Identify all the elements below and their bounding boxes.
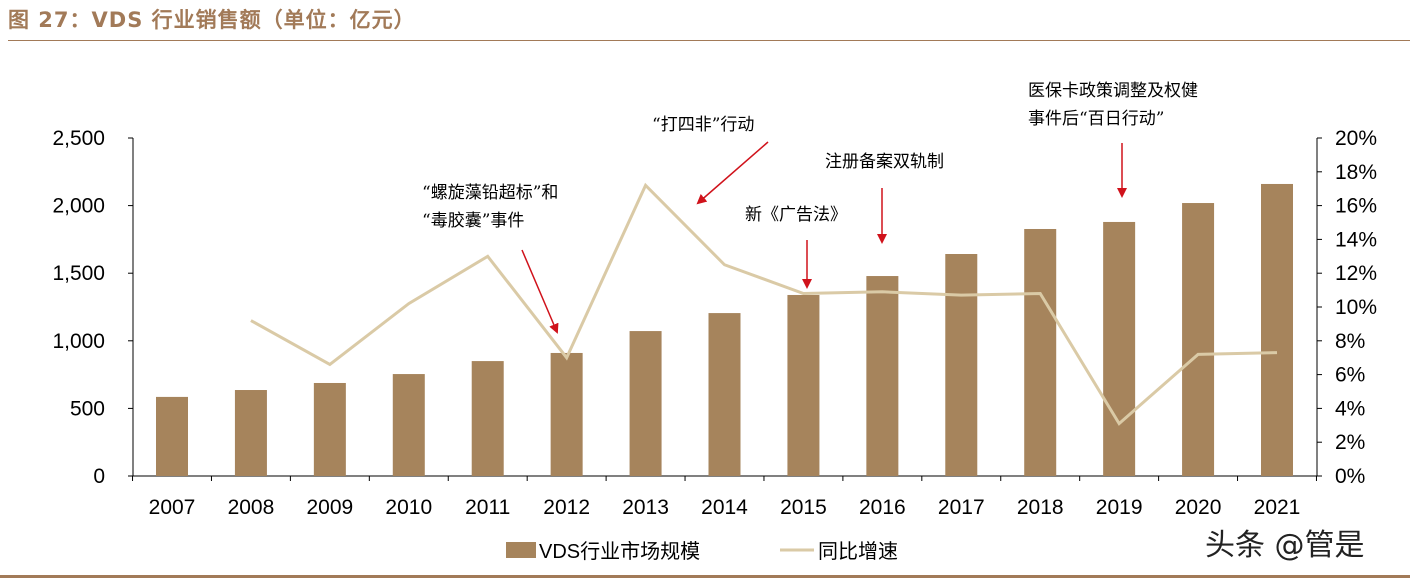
left-tick-label: 0 bbox=[93, 465, 105, 488]
x-tick-label: 2007 bbox=[149, 496, 196, 519]
x-tick-label: 2012 bbox=[543, 496, 590, 519]
right-tick-label: 2% bbox=[1335, 431, 1365, 454]
annotation-text: “毒胶囊”事件 bbox=[422, 211, 524, 231]
x-tick-label: 2019 bbox=[1096, 496, 1143, 519]
right-tick-label: 4% bbox=[1335, 397, 1365, 420]
bar-2017 bbox=[945, 254, 978, 476]
right-tick-label: 8% bbox=[1335, 330, 1365, 353]
x-tick-label: 2015 bbox=[780, 496, 827, 519]
x-tick-label: 2017 bbox=[938, 496, 985, 519]
left-tick-label: 2,500 bbox=[52, 127, 105, 150]
bar-2019 bbox=[1103, 221, 1136, 476]
left-tick-label: 500 bbox=[70, 397, 105, 420]
legend: VDS行业市场规模 同比增速 bbox=[506, 540, 898, 563]
bar-2011 bbox=[471, 361, 504, 476]
legend-label-bar: VDS行业市场规模 bbox=[539, 540, 700, 563]
x-tick-label: 2009 bbox=[306, 496, 353, 519]
annotation-text: 医保卡政策调整及权健 bbox=[1028, 81, 1198, 101]
x-tick-label: 2016 bbox=[859, 496, 906, 519]
right-tick-label: 14% bbox=[1335, 228, 1377, 251]
bar-2021 bbox=[1261, 183, 1293, 476]
x-tick-label: 2008 bbox=[228, 496, 275, 519]
bar-2020 bbox=[1182, 203, 1215, 477]
right-tick-label: 16% bbox=[1335, 195, 1377, 218]
x-tick-label: 2010 bbox=[385, 496, 432, 519]
right-tick-label: 0% bbox=[1335, 465, 1365, 488]
left-tick-label: 1,000 bbox=[52, 330, 105, 353]
annotation-arrow bbox=[696, 141, 769, 205]
right-tick-label: 20% bbox=[1335, 127, 1377, 150]
right-tick-label: 12% bbox=[1335, 262, 1377, 285]
figure-title: 图 27：VDS 行业销售额（单位：亿元） bbox=[8, 8, 416, 32]
x-tick-label: 2011 bbox=[465, 496, 510, 519]
right-tick-label: 10% bbox=[1335, 296, 1377, 319]
x-tick-label: 2020 bbox=[1175, 496, 1222, 519]
left-tick-label: 1,500 bbox=[52, 262, 105, 285]
bar-2009 bbox=[313, 382, 346, 476]
bar-2007 bbox=[156, 396, 188, 476]
legend-swatch-bar bbox=[506, 542, 536, 558]
bar-2012 bbox=[550, 352, 583, 476]
right-tick-label: 18% bbox=[1335, 161, 1377, 184]
legend-label-line: 同比增速 bbox=[818, 540, 898, 563]
bar-2014 bbox=[708, 313, 741, 476]
watermark: 头条 @管是 bbox=[1205, 528, 1365, 563]
left-tick-label: 2,000 bbox=[52, 195, 105, 218]
bar-2015 bbox=[787, 294, 820, 476]
bar-2016 bbox=[866, 276, 899, 476]
x-tick-label: 2021 bbox=[1254, 496, 1301, 519]
annotation-text: 新《广告法》 bbox=[745, 205, 847, 225]
x-tick-label: 2018 bbox=[1017, 496, 1064, 519]
annotation-text: “螺旋藻铅超标”和 bbox=[422, 183, 558, 203]
bar-2008 bbox=[234, 390, 267, 476]
annotation-text: 事件后“百日行动” bbox=[1028, 109, 1164, 129]
bar-2018 bbox=[1024, 228, 1057, 476]
annotation-text: 注册备案双轨制 bbox=[825, 152, 944, 172]
annotation-arrow bbox=[521, 249, 559, 334]
right-tick-label: 6% bbox=[1335, 364, 1365, 387]
annotation-text: “打四非”行动 bbox=[652, 115, 754, 135]
x-tick-label: 2013 bbox=[622, 496, 669, 519]
growth-line bbox=[250, 182, 1278, 426]
bottom-rule bbox=[0, 575, 1410, 578]
x-tick-label: 2014 bbox=[701, 496, 748, 519]
bar-2010 bbox=[392, 374, 425, 476]
top-rule bbox=[8, 40, 1410, 41]
bar-2013 bbox=[629, 331, 662, 476]
